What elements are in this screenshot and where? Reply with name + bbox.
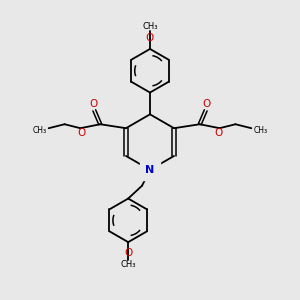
Text: O: O — [89, 99, 98, 110]
Text: CH₃: CH₃ — [253, 126, 267, 135]
Text: CH₃: CH₃ — [121, 260, 136, 269]
Text: CH₃: CH₃ — [33, 126, 47, 135]
Text: O: O — [214, 128, 223, 138]
Text: O: O — [124, 248, 132, 258]
Text: O: O — [202, 99, 211, 110]
Text: O: O — [77, 128, 86, 138]
Text: O: O — [146, 33, 154, 43]
Text: N: N — [146, 165, 154, 175]
Text: CH₃: CH₃ — [142, 22, 158, 31]
